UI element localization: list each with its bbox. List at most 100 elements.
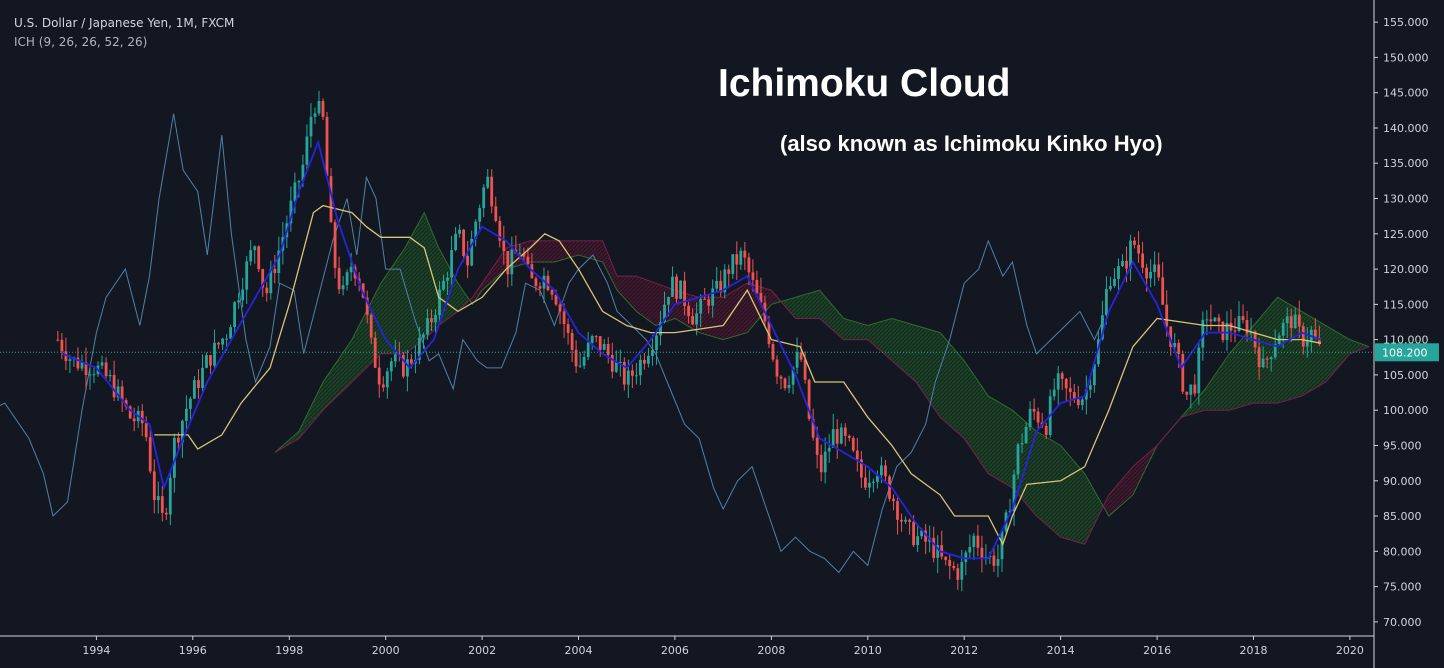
- candle-body: [1237, 316, 1241, 331]
- candle-194: [835, 419, 839, 459]
- candle-body: [1028, 408, 1032, 427]
- candle-body: [100, 362, 104, 366]
- candle-body: [1221, 321, 1225, 340]
- candle-body: [904, 519, 907, 522]
- candle-107: [486, 169, 490, 189]
- candle-body: [727, 269, 731, 274]
- candle-125: [558, 299, 562, 325]
- candle-body: [1205, 319, 1209, 321]
- candle-body: [839, 427, 843, 444]
- candle-body: [1193, 384, 1197, 394]
- candle-128: [570, 329, 574, 362]
- candle-212: [908, 518, 911, 535]
- candle-body: [502, 240, 506, 252]
- candle-53: [269, 260, 273, 300]
- candle-148: [651, 334, 654, 366]
- candle-166: [723, 264, 727, 299]
- candle-27: [164, 507, 168, 520]
- candle-body: [996, 559, 1000, 566]
- candle-body: [1177, 343, 1181, 354]
- candle-body: [56, 339, 60, 341]
- candle-93: [430, 309, 433, 331]
- candle-body: [1229, 323, 1233, 331]
- candle-141: [622, 357, 626, 391]
- candle-body: [655, 335, 658, 350]
- candle-163: [711, 279, 715, 318]
- candle-body: [482, 187, 486, 209]
- candle-204: [876, 470, 879, 489]
- candle-129: [574, 340, 578, 373]
- candle-body: [116, 386, 120, 398]
- y-tick-label-13: 135.000: [1383, 157, 1429, 170]
- candle-body: [253, 246, 257, 251]
- candle-207: [888, 474, 891, 502]
- candle-113: [510, 236, 514, 286]
- candle-body: [550, 290, 554, 295]
- y-tick-label-0: 70.000: [1383, 616, 1422, 629]
- candle-258: [1093, 361, 1096, 393]
- candle-310: [1301, 322, 1305, 355]
- candle-206: [884, 460, 887, 481]
- candle-49: [253, 245, 257, 264]
- candle-body: [209, 355, 212, 366]
- candle-70: [337, 256, 341, 294]
- candle-body: [1024, 426, 1028, 444]
- candle-102: [466, 240, 469, 279]
- candle-82: [385, 367, 389, 399]
- candle-46: [241, 277, 245, 308]
- candle-body: [1173, 343, 1177, 347]
- candle-body: [767, 321, 771, 344]
- candle-150: [659, 310, 662, 346]
- candle-body: [490, 176, 494, 207]
- candle-body: [418, 337, 421, 360]
- candle-body: [699, 298, 703, 314]
- candle-body: [450, 250, 453, 278]
- candle-body: [855, 450, 859, 460]
- x-tick-label-10: 2014: [1047, 644, 1075, 657]
- candle-34: [193, 376, 196, 399]
- candle-211: [904, 516, 907, 524]
- candle-body: [1129, 240, 1132, 269]
- candle-body: [446, 277, 449, 281]
- candle-294: [1237, 301, 1241, 333]
- candle-body: [610, 355, 614, 372]
- candle-body: [1097, 339, 1100, 365]
- candle-48: [249, 240, 253, 266]
- candle-body: [743, 250, 747, 258]
- candle-body: [510, 249, 514, 275]
- candle-170: [739, 247, 743, 270]
- candle-body: [1161, 277, 1165, 305]
- candle-body: [152, 471, 156, 500]
- candle-body: [229, 327, 232, 339]
- candle-body: [289, 200, 293, 224]
- ichimoku-lines: [62, 139, 1322, 560]
- candle-body: [1084, 389, 1088, 400]
- y-tick-label-8: 110.000: [1383, 334, 1429, 347]
- candle-body: [932, 537, 936, 558]
- candle-body: [546, 275, 550, 291]
- candle-body: [261, 269, 265, 288]
- candle-230: [980, 535, 984, 573]
- candle-body: [156, 496, 160, 501]
- y-tick-label-15: 145.000: [1383, 87, 1429, 100]
- candle-23: [148, 425, 152, 474]
- candle-144: [635, 363, 638, 385]
- candle-body: [691, 316, 694, 325]
- candle-306: [1285, 307, 1289, 338]
- candle-120: [538, 282, 542, 297]
- candle-249: [1056, 365, 1060, 405]
- candle-body: [522, 253, 526, 257]
- candle-body: [1141, 253, 1144, 268]
- candle-body: [221, 338, 224, 345]
- candle-78: [369, 313, 373, 344]
- candle-92: [426, 308, 429, 340]
- candle-156: [683, 271, 686, 316]
- candle-body: [1093, 364, 1096, 386]
- candle-body: [1293, 314, 1297, 329]
- candle-191: [823, 437, 827, 484]
- candle-body: [197, 380, 200, 388]
- candle-64: [313, 107, 317, 125]
- candle-104: [474, 219, 478, 247]
